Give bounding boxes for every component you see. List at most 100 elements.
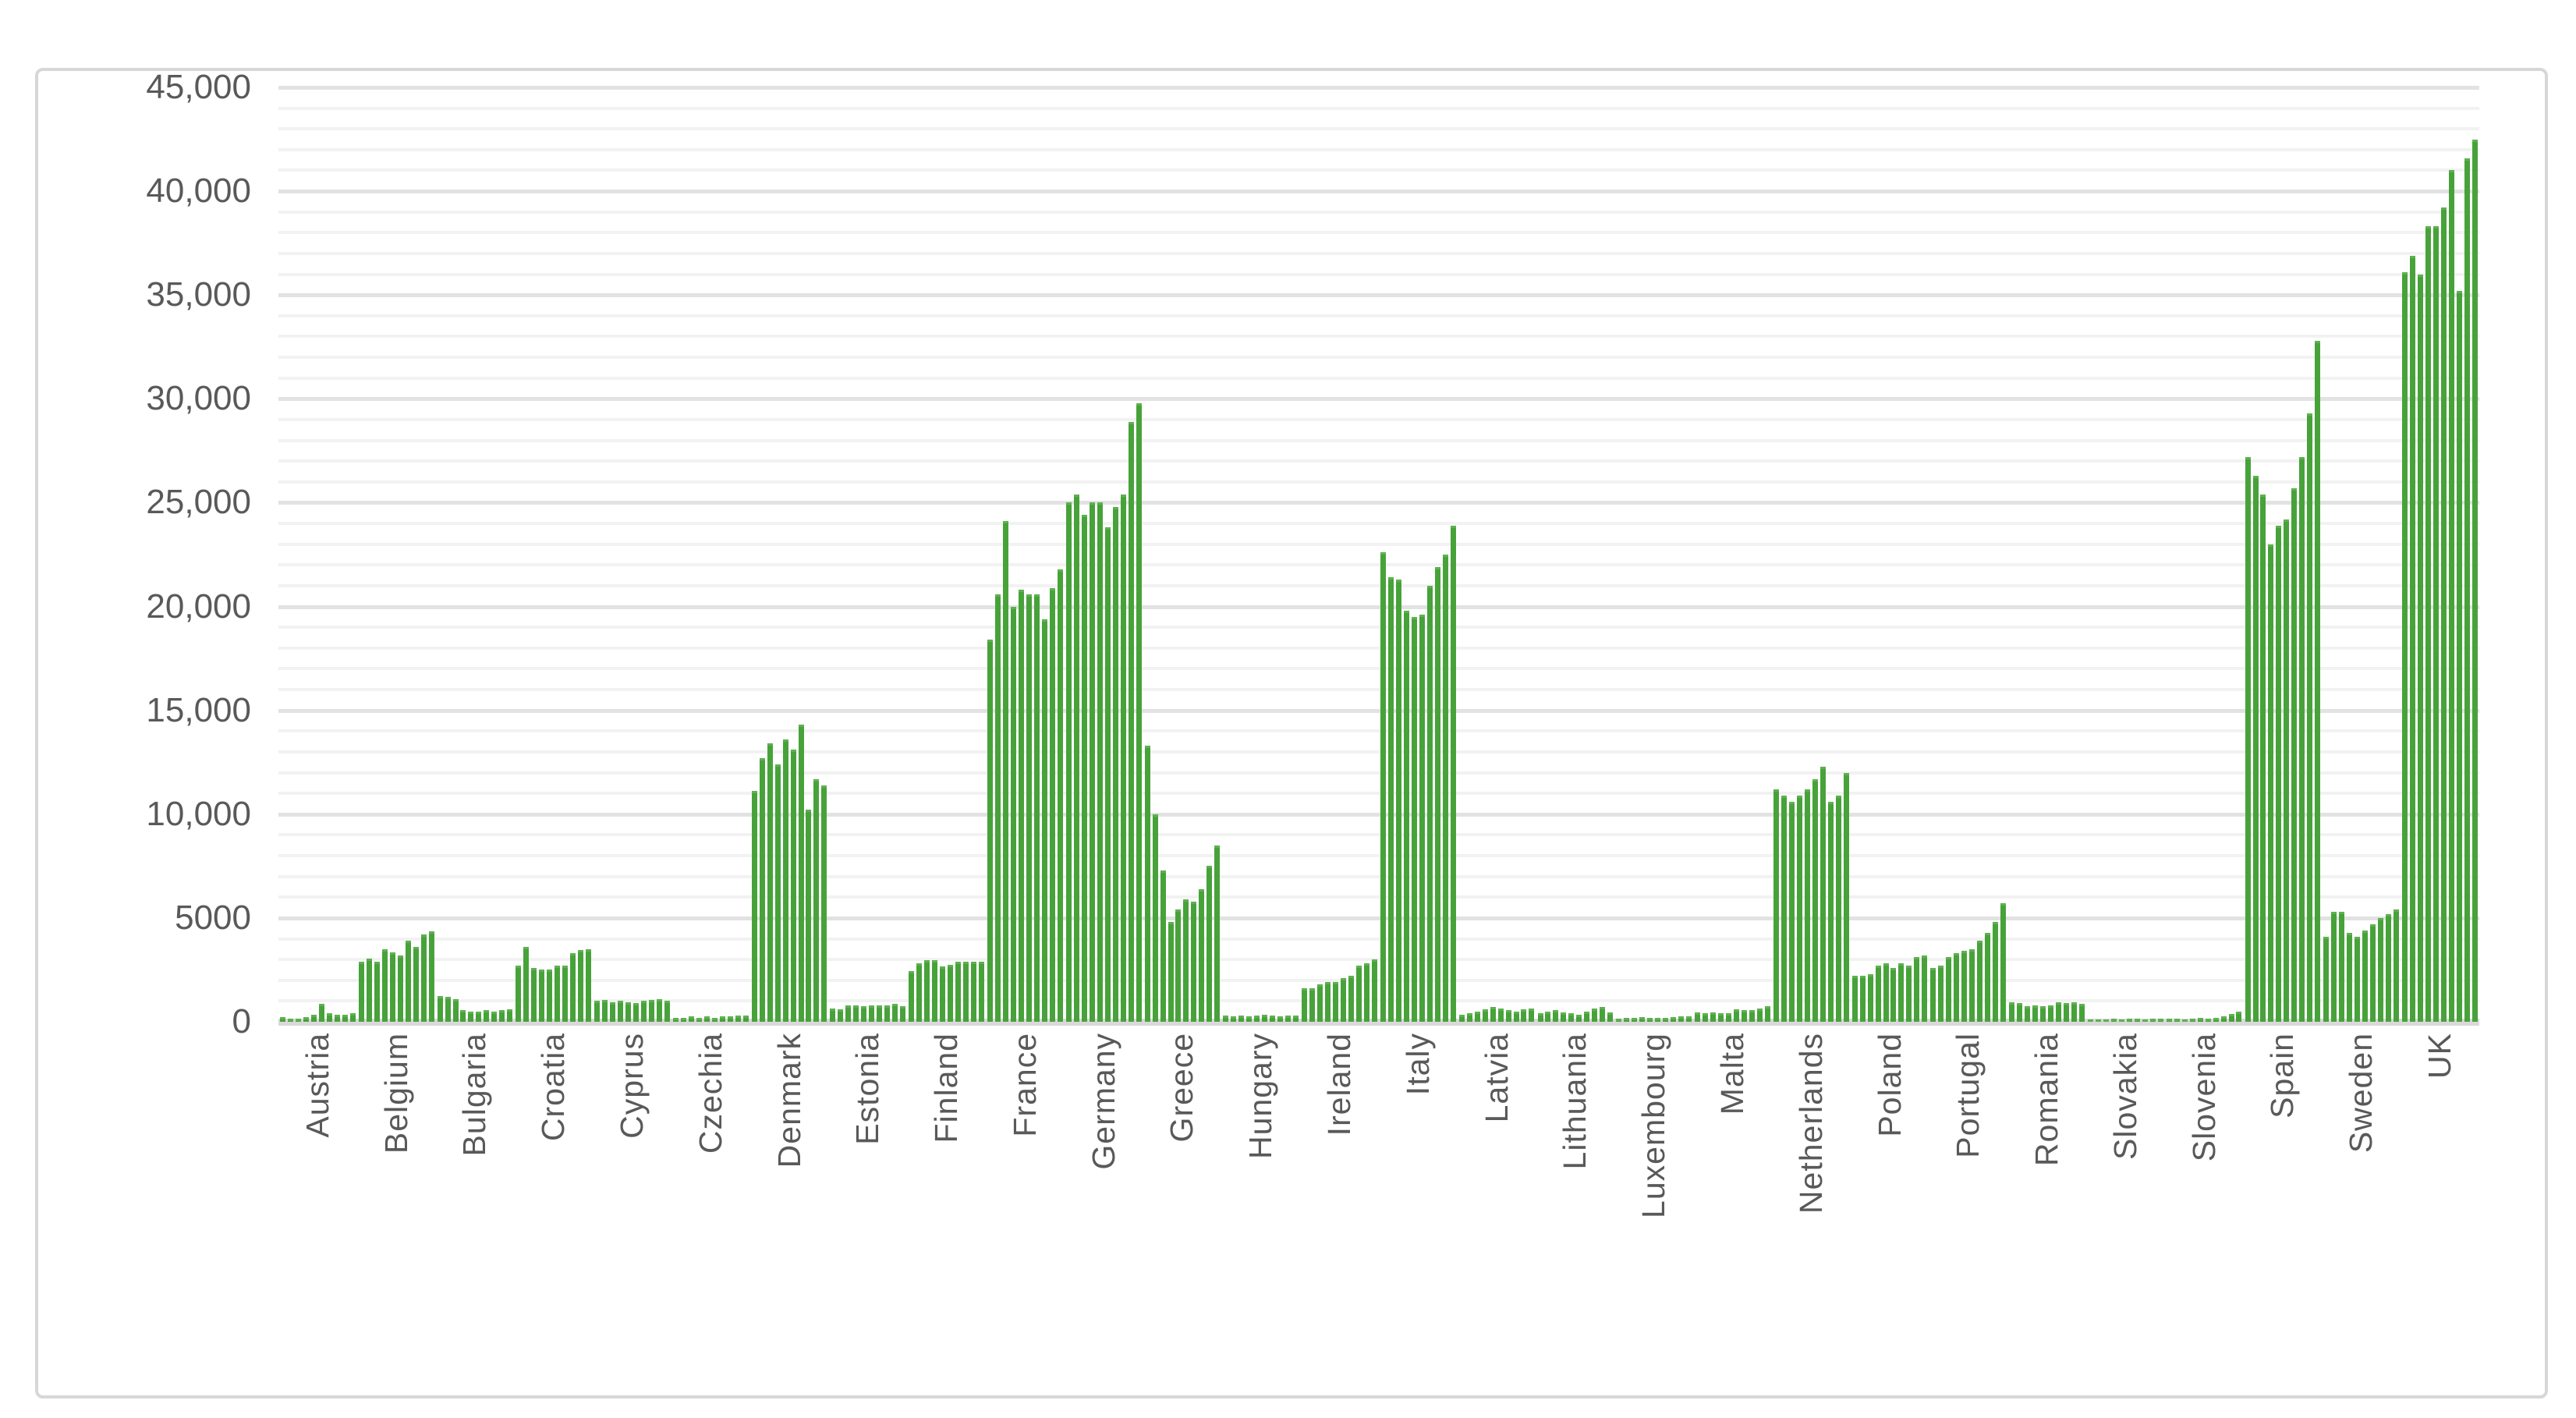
bar	[2228, 1014, 2234, 1022]
x-label-cell: Italy	[1379, 1033, 1458, 1218]
bar	[1223, 1016, 1229, 1022]
bar	[547, 970, 553, 1022]
bar	[1632, 1018, 1638, 1022]
bar	[287, 1019, 293, 1022]
bar	[1112, 507, 1118, 1022]
bar-group-cyprus	[593, 87, 671, 1022]
x-label-cell: Cyprus	[593, 1033, 671, 1218]
bar	[1835, 796, 1841, 1022]
bar	[523, 947, 530, 1022]
bar	[1442, 555, 1448, 1022]
bar	[735, 1016, 741, 1022]
bar	[1474, 1012, 1480, 1022]
bar	[2299, 457, 2305, 1022]
x-label-cell: Romania	[2007, 1033, 2086, 1218]
x-axis-country-label: Portugal	[1950, 1033, 1986, 1158]
bar	[2276, 526, 2282, 1022]
bar	[1057, 569, 1063, 1022]
bar	[1348, 976, 1354, 1022]
bar	[869, 1005, 875, 1022]
minor-gridline	[278, 999, 2479, 1003]
bar	[2048, 1005, 2054, 1022]
bar	[1600, 1007, 1606, 1022]
bar	[1851, 976, 1858, 1022]
bar-group-uk	[2401, 87, 2479, 1022]
bar	[1906, 966, 1912, 1022]
bar	[1717, 1013, 1724, 1022]
bar	[1703, 1013, 1709, 1022]
bar	[1434, 567, 1440, 1022]
bar	[680, 1018, 686, 1022]
bar-group-luxembourg	[1614, 87, 1693, 1022]
x-axis-country-label: Finland	[928, 1033, 965, 1143]
y-axis-tick-label: 25,000	[146, 483, 251, 522]
bar	[366, 959, 372, 1022]
bar	[1341, 978, 1346, 1022]
bar	[1033, 594, 1040, 1022]
bar	[1073, 495, 1079, 1022]
minor-gridline	[278, 314, 2479, 317]
major-gridline	[278, 812, 2479, 817]
bar	[1002, 521, 1008, 1022]
bar	[909, 971, 915, 1022]
bar	[1607, 1012, 1614, 1022]
bar	[1168, 922, 1174, 1022]
x-label-cell: Austria	[278, 1033, 357, 1218]
bar	[2181, 1019, 2188, 1022]
bar	[955, 962, 962, 1022]
bar	[767, 743, 773, 1022]
x-axis-country-label: Ireland	[1321, 1033, 1358, 1136]
bar	[2252, 476, 2259, 1022]
bar	[2448, 170, 2454, 1022]
bar	[1749, 1010, 1755, 1022]
bar	[1309, 988, 1316, 1022]
bar	[2087, 1019, 2093, 1022]
bar	[2126, 1019, 2132, 1022]
bar	[1104, 527, 1111, 1022]
bar	[963, 962, 969, 1022]
y-axis-tick-label: 15,000	[146, 690, 251, 729]
bar	[1568, 1013, 1575, 1022]
minor-gridline	[278, 335, 2479, 339]
bar	[1592, 1009, 1598, 1022]
minor-gridline	[278, 417, 2479, 421]
bar	[995, 594, 1001, 1022]
major-gridline	[278, 293, 2479, 298]
bar	[1764, 1006, 1770, 1022]
y-axis-tick-label: 0	[232, 1002, 251, 1040]
bar	[570, 953, 576, 1022]
bar-group-austria	[278, 87, 357, 1022]
bar-group-poland	[1851, 87, 1929, 1022]
bar	[877, 1005, 883, 1022]
bar	[1584, 1012, 1590, 1022]
bar	[1946, 957, 1952, 1022]
y-axis-tick-label: 10,000	[146, 794, 251, 833]
minor-gridline	[278, 729, 2479, 733]
minor-gridline	[278, 958, 2479, 962]
bar	[1214, 845, 1221, 1022]
bar-group-denmark	[750, 87, 829, 1022]
bar	[2166, 1019, 2172, 1022]
bar	[2236, 1012, 2242, 1022]
bar	[1545, 1012, 1551, 1022]
bar	[853, 1005, 859, 1022]
bar	[1317, 984, 1323, 1022]
bar	[1930, 968, 1936, 1022]
bar	[1262, 1015, 1268, 1022]
bar	[2410, 256, 2416, 1022]
bar	[2260, 495, 2266, 1022]
x-axis-country-label: Bulgaria	[456, 1033, 493, 1157]
bar-group-italy	[1379, 87, 1458, 1022]
bar	[1490, 1007, 1496, 1022]
bar	[2425, 226, 2431, 1022]
bar	[2440, 207, 2447, 1022]
x-label-cell: Slovakia	[2086, 1033, 2165, 1218]
bar-group-bulgaria	[436, 87, 515, 1022]
minor-gridline	[278, 688, 2479, 692]
x-label-cell: Slovenia	[2165, 1033, 2244, 1218]
minor-gridline	[278, 563, 2479, 567]
minor-gridline	[278, 106, 2479, 110]
x-axis-baseline	[278, 1019, 2479, 1026]
bar-group-slovakia	[2086, 87, 2165, 1022]
bar	[1513, 1012, 1519, 1022]
